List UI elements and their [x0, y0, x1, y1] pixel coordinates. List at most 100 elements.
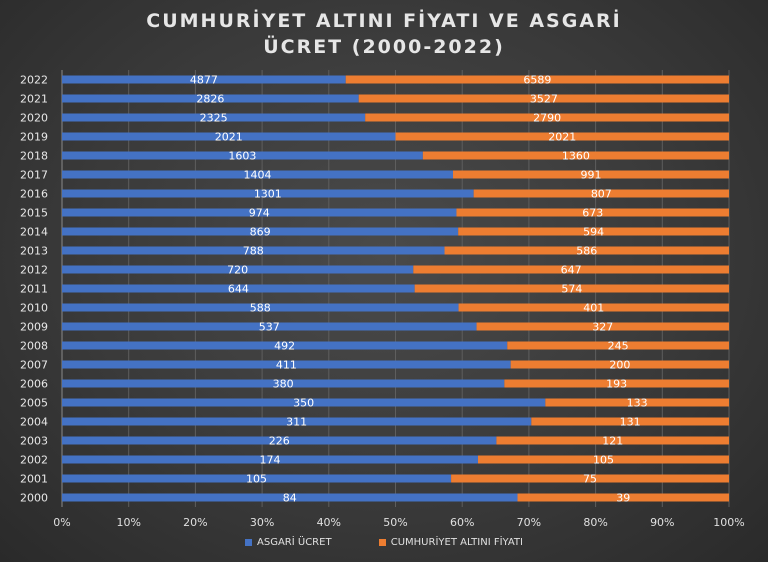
data-label-asgari-ucret: 105: [246, 473, 267, 486]
data-label-asgari-ucret: 588: [250, 302, 271, 315]
bar-asgari-ucret: [62, 189, 474, 198]
bar-asgari-ucret: [62, 398, 546, 407]
bar-asgari-ucret: [62, 113, 366, 122]
y-tick-label: 2013: [20, 245, 48, 258]
bar-asgari-ucret: [62, 132, 396, 141]
data-label-cumhuriyet-altini: 991: [581, 169, 602, 182]
bar-cumhuriyet-altini: [531, 417, 729, 426]
data-label-cumhuriyet-altini: 673: [582, 207, 603, 220]
y-tick-label: 2000: [20, 492, 48, 505]
data-label-cumhuriyet-altini: 131: [620, 416, 641, 429]
bar-cumhuriyet-altini: [458, 227, 729, 236]
data-label-cumhuriyet-altini: 245: [608, 340, 629, 353]
bar-asgari-ucret: [62, 227, 459, 236]
bar-cumhuriyet-altini: [517, 493, 729, 502]
data-label-cumhuriyet-altini: 193: [606, 378, 627, 391]
chart-title-line-1: CUMHURİYET ALTINI FİYATI VE ASGARİ: [146, 10, 622, 32]
y-tick-label: 2016: [20, 188, 48, 201]
bar-cumhuriyet-altini: [496, 436, 729, 445]
data-label-asgari-ucret: 1301: [254, 188, 282, 201]
x-tick-label: 50%: [383, 516, 407, 529]
data-label-cumhuriyet-altini: 327: [592, 321, 613, 334]
y-tick-label: 2009: [20, 321, 48, 334]
data-label-asgari-ucret: 226: [269, 435, 290, 448]
bar-asgari-ucret: [62, 75, 346, 84]
bar-cumhuriyet-altini: [345, 75, 729, 84]
y-tick-label: 2003: [20, 435, 48, 448]
bar-asgari-ucret: [62, 436, 497, 445]
y-tick-label: 2014: [20, 226, 48, 239]
bar-cumhuriyet-altini: [395, 132, 729, 141]
y-tick-label: 2001: [20, 473, 48, 486]
data-label-asgari-ucret: 4877: [190, 74, 218, 87]
x-tick-label: 20%: [183, 516, 207, 529]
x-tick-label: 0%: [53, 516, 70, 529]
y-tick-label: 2017: [20, 169, 48, 182]
y-tick-label: 2018: [20, 150, 48, 163]
legend-label-altin: CUMHURİYET ALTINI FİYATI: [390, 537, 523, 548]
y-tick-label: 2021: [20, 93, 48, 106]
y-tick-label: 2019: [20, 131, 48, 144]
data-label-cumhuriyet-altini: 3527: [530, 93, 558, 106]
x-tick-label: 90%: [650, 516, 674, 529]
y-tick-label: 2022: [20, 74, 48, 87]
bar-asgari-ucret: [62, 246, 445, 255]
legend-item-altin: CUMHURİYET ALTINI FİYATI: [378, 537, 523, 548]
x-tick-label: 30%: [250, 516, 274, 529]
bar-asgari-ucret: [62, 455, 478, 464]
x-tick-label: 70%: [517, 516, 541, 529]
data-label-cumhuriyet-altini: 586: [576, 245, 597, 258]
bar-asgari-ucret: [62, 94, 359, 103]
bar-asgari-ucret: [62, 151, 423, 160]
data-label-asgari-ucret: 2325: [200, 112, 228, 125]
bar-asgari-ucret: [62, 341, 508, 350]
bar-cumhuriyet-altini: [451, 474, 729, 483]
data-label-cumhuriyet-altini: 200: [609, 359, 630, 372]
data-label-asgari-ucret: 2826: [196, 93, 224, 106]
y-tick-label: 2012: [20, 264, 48, 277]
bar-cumhuriyet-altini: [414, 284, 729, 293]
bar-asgari-ucret: [62, 474, 452, 483]
x-tick-label: 10%: [116, 516, 140, 529]
data-label-asgari-ucret: 869: [250, 226, 271, 239]
bar-cumhuriyet-altini: [504, 379, 729, 388]
y-tick-label: 2007: [20, 359, 48, 372]
data-label-cumhuriyet-altini: 75: [583, 473, 597, 486]
data-label-cumhuriyet-altini: 121: [602, 435, 623, 448]
y-tick-label: 2011: [20, 283, 48, 296]
bar-cumhuriyet-altini: [545, 398, 729, 407]
bar-asgari-ucret: [62, 208, 457, 217]
bar-asgari-ucret: [62, 493, 518, 502]
y-tick-label: 2020: [20, 112, 48, 125]
data-label-asgari-ucret: 1404: [244, 169, 272, 182]
data-label-asgari-ucret: 644: [228, 283, 249, 296]
data-label-cumhuriyet-altini: 594: [583, 226, 604, 239]
data-label-asgari-ucret: 84: [283, 492, 297, 505]
legend: ASGARİ ÜCRET CUMHURİYET ALTINI FİYATI: [0, 537, 768, 548]
data-label-cumhuriyet-altini: 105: [593, 454, 614, 467]
bar-cumhuriyet-altini: [458, 303, 729, 312]
bar-asgari-ucret: [62, 265, 414, 274]
bar-asgari-ucret: [62, 360, 511, 369]
bar-asgari-ucret: [62, 417, 532, 426]
data-label-asgari-ucret: 380: [273, 378, 294, 391]
bar-cumhuriyet-altini: [476, 322, 729, 331]
bar-cumhuriyet-altini: [422, 151, 729, 160]
y-tick-label: 2010: [20, 302, 48, 315]
bar-cumhuriyet-altini: [507, 341, 729, 350]
data-label-asgari-ucret: 974: [249, 207, 270, 220]
bar-cumhuriyet-altini: [510, 360, 729, 369]
data-label-cumhuriyet-altini: 133: [627, 397, 648, 410]
data-label-cumhuriyet-altini: 2021: [548, 131, 576, 144]
data-label-asgari-ucret: 311: [286, 416, 307, 429]
y-tick-label: 2002: [20, 454, 48, 467]
y-tick-label: 2005: [20, 397, 48, 410]
bar-cumhuriyet-altini: [477, 455, 729, 464]
data-label-asgari-ucret: 411: [276, 359, 297, 372]
data-label-asgari-ucret: 788: [243, 245, 264, 258]
bar-cumhuriyet-altini: [453, 170, 729, 179]
legend-item-asgari: ASGARİ ÜCRET: [245, 537, 332, 548]
data-label-cumhuriyet-altini: 39: [616, 492, 630, 505]
y-tick-label: 2015: [20, 207, 48, 220]
